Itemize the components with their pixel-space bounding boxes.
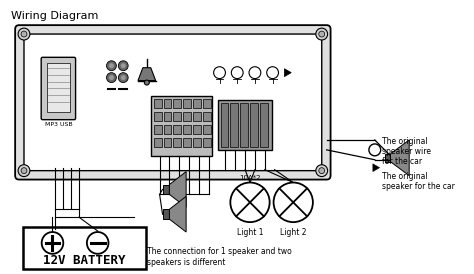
FancyBboxPatch shape [164,138,172,147]
Circle shape [42,232,64,254]
Text: Light 1: Light 1 [237,228,263,237]
Circle shape [249,67,261,79]
FancyBboxPatch shape [384,154,391,162]
Text: Wiring Diagram: Wiring Diagram [11,11,99,21]
FancyBboxPatch shape [164,112,172,121]
FancyBboxPatch shape [23,227,146,269]
FancyBboxPatch shape [154,125,162,134]
FancyBboxPatch shape [193,138,201,147]
FancyBboxPatch shape [173,99,181,108]
Circle shape [18,165,30,177]
Polygon shape [169,196,186,232]
FancyBboxPatch shape [164,99,172,108]
FancyBboxPatch shape [41,57,75,120]
FancyBboxPatch shape [240,103,248,147]
Polygon shape [169,172,186,207]
Circle shape [109,63,114,68]
Circle shape [87,232,109,254]
FancyBboxPatch shape [250,103,258,147]
Circle shape [230,182,270,222]
FancyBboxPatch shape [173,125,181,134]
Circle shape [267,67,279,79]
FancyBboxPatch shape [163,184,169,195]
Text: Light 2: Light 2 [280,228,307,237]
Circle shape [319,31,325,37]
Text: MP3 USB: MP3 USB [45,122,72,127]
FancyBboxPatch shape [183,99,191,108]
Circle shape [18,28,30,40]
FancyBboxPatch shape [173,112,181,121]
Circle shape [369,144,381,156]
Text: speakers is different: speakers is different [147,258,225,267]
FancyBboxPatch shape [154,99,162,108]
Polygon shape [138,68,155,81]
FancyBboxPatch shape [203,99,210,108]
FancyBboxPatch shape [151,96,212,156]
FancyBboxPatch shape [203,112,210,121]
FancyBboxPatch shape [15,25,330,179]
Text: The original: The original [382,172,427,181]
Circle shape [21,168,27,174]
FancyBboxPatch shape [218,100,272,150]
Circle shape [145,80,149,85]
Text: 12V BATTERY: 12V BATTERY [43,254,125,267]
FancyBboxPatch shape [230,103,238,147]
FancyBboxPatch shape [260,103,268,147]
FancyBboxPatch shape [193,125,201,134]
FancyBboxPatch shape [203,138,210,147]
Text: The original: The original [382,137,427,146]
Text: for the car: for the car [382,157,422,166]
Circle shape [109,75,114,80]
Circle shape [121,75,126,80]
FancyBboxPatch shape [163,209,169,219]
Circle shape [273,182,313,222]
Circle shape [21,31,27,37]
Text: speaker for the car: speaker for the car [382,182,455,190]
Text: The connection for 1 speaker and two: The connection for 1 speaker and two [147,247,292,256]
Circle shape [214,67,226,79]
Circle shape [316,28,328,40]
Circle shape [107,61,116,71]
Text: speaker wire: speaker wire [382,147,431,156]
FancyBboxPatch shape [183,112,191,121]
FancyBboxPatch shape [203,125,210,134]
Circle shape [316,165,328,177]
FancyBboxPatch shape [164,125,172,134]
Polygon shape [391,140,409,176]
FancyBboxPatch shape [183,125,191,134]
FancyBboxPatch shape [193,112,201,121]
FancyBboxPatch shape [154,112,162,121]
Polygon shape [284,69,291,77]
Text: 10A*2: 10A*2 [239,175,261,181]
FancyBboxPatch shape [154,138,162,147]
FancyBboxPatch shape [193,99,201,108]
Circle shape [231,67,243,79]
Circle shape [121,63,126,68]
FancyBboxPatch shape [220,103,228,147]
FancyBboxPatch shape [173,138,181,147]
FancyBboxPatch shape [46,63,70,112]
Circle shape [319,168,325,174]
Circle shape [107,73,116,82]
FancyBboxPatch shape [183,138,191,147]
Circle shape [118,73,128,82]
FancyBboxPatch shape [24,34,322,171]
Polygon shape [373,164,380,172]
Circle shape [118,61,128,71]
